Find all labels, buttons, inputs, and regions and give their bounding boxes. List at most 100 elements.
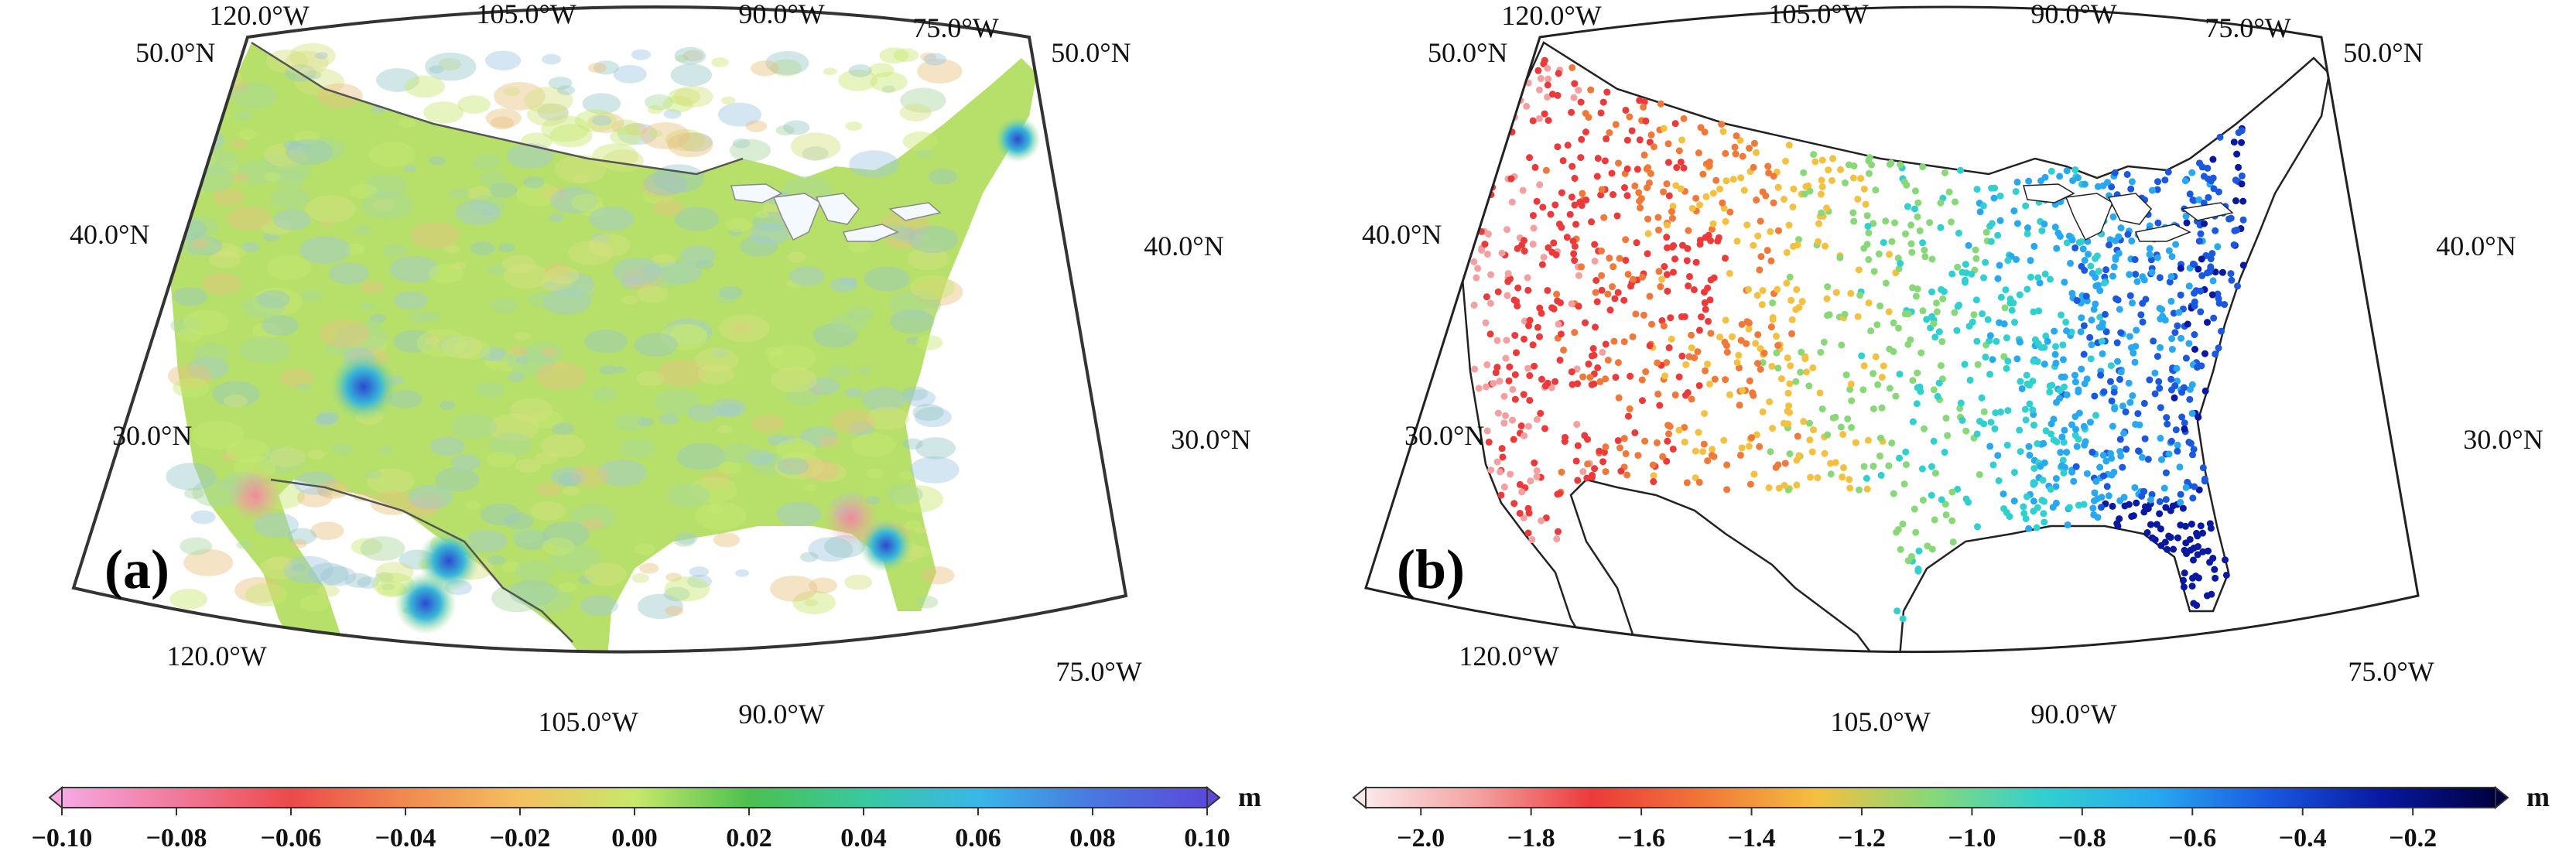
panel-b: 120.0°W 105.0°W 90.0°W 75.0°W50.0°N 50.0°N40… bbox=[1362, 0, 2544, 737]
station-point bbox=[1623, 165, 1631, 173]
station-point bbox=[1909, 418, 1917, 425]
station-point bbox=[1692, 194, 1700, 202]
station-point bbox=[1511, 331, 1519, 339]
station-point bbox=[1921, 253, 1929, 261]
station-point bbox=[1809, 364, 1817, 371]
anomaly-texture bbox=[777, 457, 809, 475]
anomaly-texture bbox=[447, 187, 470, 200]
station-point bbox=[1504, 278, 1512, 285]
anomaly-texture bbox=[613, 64, 647, 84]
anomaly-texture bbox=[191, 238, 210, 249]
anomaly-texture bbox=[481, 208, 494, 216]
station-point bbox=[1750, 139, 1758, 147]
station-point bbox=[1473, 214, 1480, 222]
station-point bbox=[1675, 373, 1683, 381]
station-point bbox=[2109, 502, 2116, 510]
anomaly-texture bbox=[809, 384, 823, 393]
station-point bbox=[1917, 349, 1925, 357]
station-point bbox=[2114, 357, 2122, 365]
station-point bbox=[1493, 337, 1501, 344]
station-point bbox=[2209, 555, 2217, 562]
anomaly-texture bbox=[781, 435, 798, 445]
station-point bbox=[2056, 232, 2064, 240]
station-point bbox=[2004, 407, 2012, 415]
station-point bbox=[2191, 345, 2198, 353]
station-point bbox=[2171, 394, 2178, 402]
station-point bbox=[1582, 128, 1589, 136]
station-point bbox=[2146, 251, 2154, 258]
station-point bbox=[2208, 250, 2216, 258]
anomaly-texture bbox=[501, 255, 536, 274]
station-point bbox=[1609, 283, 1616, 291]
station-point bbox=[1707, 330, 1715, 337]
coordinate-label-lat-50-left: 50.0°N bbox=[1428, 37, 1507, 68]
anomaly-texture bbox=[787, 251, 806, 263]
station-point bbox=[1767, 448, 1774, 456]
station-point bbox=[1653, 439, 1661, 446]
station-point bbox=[1492, 369, 1500, 377]
station-point bbox=[1548, 384, 1555, 391]
station-point bbox=[2071, 378, 2079, 386]
station-point bbox=[1586, 374, 1594, 381]
station-point bbox=[1748, 434, 1756, 442]
anomaly-texture bbox=[231, 83, 278, 109]
station-point bbox=[1569, 162, 1576, 170]
station-point bbox=[1979, 202, 1987, 210]
anomaly-texture bbox=[694, 347, 739, 373]
anomaly-texture bbox=[501, 562, 522, 572]
station-point bbox=[2122, 408, 2130, 415]
station-point bbox=[1500, 392, 1508, 400]
anomaly-texture bbox=[676, 532, 698, 545]
station-point bbox=[2238, 180, 2246, 188]
panel-b-coordinate-labels: 120.0°W 105.0°W 90.0°W 75.0°W50.0°N 50.0°N40… bbox=[1362, 0, 2544, 737]
colorbar-tick-label: 0.08 bbox=[1069, 824, 1116, 853]
station-point bbox=[2088, 341, 2095, 349]
station-point bbox=[2117, 452, 2125, 460]
station-point bbox=[1824, 431, 1832, 439]
station-point bbox=[2197, 287, 2205, 295]
station-point bbox=[1854, 313, 1862, 320]
station-point bbox=[2191, 289, 2198, 297]
station-point bbox=[2227, 270, 2235, 278]
anomaly-texture bbox=[423, 312, 441, 322]
station-point bbox=[1571, 242, 1579, 250]
anomaly-blob bbox=[824, 491, 878, 545]
anomaly-texture bbox=[450, 454, 481, 471]
station-point bbox=[1786, 408, 1794, 416]
anomaly-texture bbox=[236, 160, 282, 185]
anomaly-texture bbox=[451, 261, 467, 270]
station-point bbox=[1553, 535, 1561, 543]
station-point bbox=[2201, 477, 2208, 485]
station-point bbox=[2010, 299, 2017, 307]
station-point bbox=[1722, 149, 1729, 157]
station-point bbox=[1846, 385, 1854, 393]
station-point bbox=[2129, 299, 2136, 307]
anomaly-texture bbox=[921, 566, 955, 585]
station-point bbox=[1790, 185, 1798, 193]
coordinate-label-lon-120-bottom: 120.0°W bbox=[166, 641, 266, 672]
station-point bbox=[1740, 186, 1748, 194]
station-point bbox=[1787, 362, 1794, 370]
station-point bbox=[2188, 451, 2196, 459]
anomaly-texture bbox=[652, 199, 684, 217]
anomaly-texture bbox=[639, 562, 659, 574]
station-point bbox=[1558, 189, 1565, 196]
anomaly-texture bbox=[641, 174, 686, 199]
anomaly-texture bbox=[634, 543, 655, 555]
station-point bbox=[2123, 446, 2130, 453]
station-point bbox=[1598, 186, 1606, 193]
station-point bbox=[1697, 313, 1705, 321]
station-point bbox=[2147, 521, 2154, 528]
station-point bbox=[1773, 349, 1781, 357]
station-point bbox=[1704, 457, 1712, 465]
anomaly-texture bbox=[751, 60, 779, 77]
station-point bbox=[1737, 337, 1745, 344]
panel-a-colorbar: −0.10 −0.08 −0.06 −0.04 −0.02 0.00 0.02 0.04 0.0… bbox=[32, 781, 1261, 853]
station-point bbox=[2063, 167, 2071, 175]
anomaly-texture bbox=[523, 586, 573, 613]
station-point bbox=[1544, 93, 1551, 101]
station-point bbox=[2178, 388, 2186, 396]
station-point bbox=[2022, 416, 2030, 424]
anomaly-texture bbox=[215, 50, 233, 61]
station-point bbox=[1738, 444, 1746, 452]
